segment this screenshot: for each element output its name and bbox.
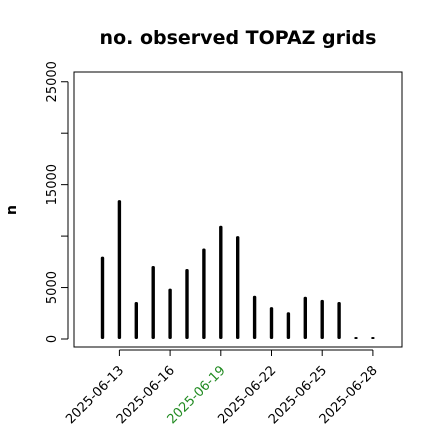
bar	[117, 200, 122, 339]
plot-frame	[73, 71, 403, 348]
bar	[168, 288, 172, 339]
chart-title: no. observed TOPAZ grids	[100, 27, 377, 49]
bar	[202, 248, 206, 339]
bar	[236, 236, 240, 339]
y-axis-label: n	[4, 205, 20, 215]
bar	[303, 296, 307, 339]
bar	[151, 265, 155, 339]
y-tick-label: 0	[45, 335, 60, 343]
y-tick-label: 5000	[45, 271, 60, 304]
bar	[320, 299, 324, 339]
bar	[371, 337, 375, 339]
bar	[269, 307, 274, 339]
y-tick-label: 15000	[45, 164, 60, 205]
bar	[286, 312, 291, 339]
bars	[100, 200, 375, 339]
y-axis: 0 5000 15000 25000	[45, 61, 69, 343]
y-tick-label: 25000	[45, 61, 60, 102]
bar	[185, 269, 189, 339]
bar	[100, 256, 105, 339]
bar	[219, 225, 223, 339]
bar	[252, 295, 257, 339]
bar	[354, 337, 358, 339]
bar	[337, 301, 341, 339]
bar	[134, 301, 138, 339]
